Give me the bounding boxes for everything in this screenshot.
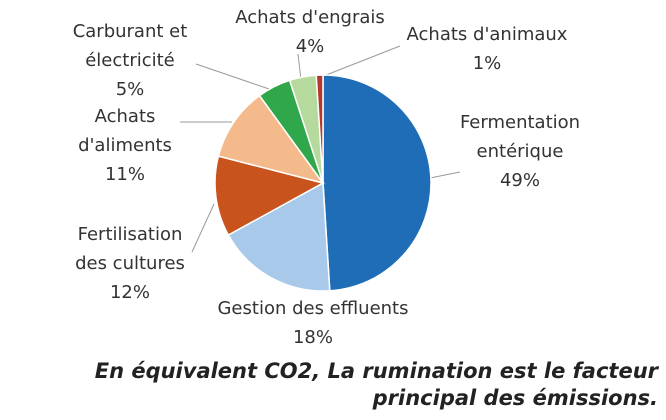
leader-line bbox=[429, 171, 461, 179]
pie-slice bbox=[217, 94, 325, 185]
slice-value-label: 5% bbox=[115, 79, 145, 100]
leader-line bbox=[195, 63, 273, 91]
slice-label: Achats d'animaux bbox=[406, 24, 568, 45]
slice-label: Fertilisation des cultures bbox=[75, 224, 185, 274]
pie-slice bbox=[227, 181, 331, 292]
slice-value-label: 18% bbox=[292, 327, 333, 348]
slice-label: Fermentation entérique bbox=[459, 112, 581, 162]
slice-label: Carburant et électricité bbox=[72, 21, 188, 71]
pie-slice bbox=[322, 74, 432, 292]
slice-label: Achats d'aliments bbox=[78, 106, 172, 156]
slice-value-label: 4% bbox=[295, 36, 325, 57]
leader-line bbox=[297, 53, 302, 81]
slice-value-label: 1% bbox=[472, 53, 502, 74]
slice-value-label: 49% bbox=[499, 170, 540, 191]
leader-line bbox=[191, 203, 215, 253]
caption: En équivalent CO2, La rumination est le … bbox=[94, 359, 658, 410]
pie-slice bbox=[315, 74, 324, 184]
leader-line bbox=[320, 45, 401, 78]
slice-value-label: 11% bbox=[104, 164, 145, 185]
slice-label: Gestion des effluents bbox=[217, 298, 409, 319]
pie-slice bbox=[214, 155, 326, 237]
slice-value-label: 12% bbox=[109, 282, 150, 303]
slice-label: Achats d'engrais bbox=[235, 7, 385, 28]
